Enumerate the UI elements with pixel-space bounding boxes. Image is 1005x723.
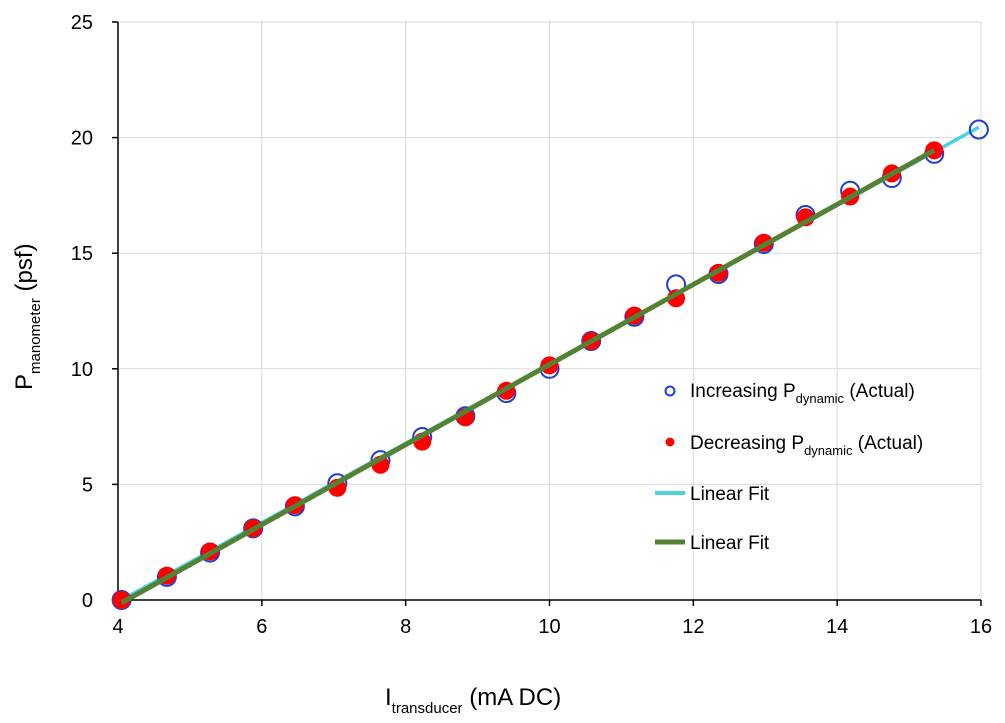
x-tick-labels: 4 6 8 10 12 14 16 xyxy=(112,600,992,638)
y-tick-label: 5 xyxy=(82,474,93,496)
x-tick-label: 6 xyxy=(256,616,267,638)
point-increasing xyxy=(968,119,989,140)
y-tick-labels: 0 5 10 15 20 25 xyxy=(71,12,118,612)
x-tick-label: 4 xyxy=(112,616,123,638)
legend-marker-open-circle xyxy=(664,385,676,397)
x-tick-label: 14 xyxy=(826,616,848,638)
legend-item-linear-fit-1: Linear Fit xyxy=(655,484,770,505)
x-tick-label: 8 xyxy=(400,616,411,638)
data-points xyxy=(111,119,989,610)
x-tick-label: 12 xyxy=(682,616,704,638)
x-tick-label: 16 xyxy=(970,616,992,638)
gridlines xyxy=(117,21,982,601)
x-axis-title: Itransducer (mA DC) xyxy=(385,684,561,717)
y-tick-label: 0 xyxy=(82,590,93,612)
x-tick-label: 10 xyxy=(538,616,560,638)
legend-marker-filled-circle xyxy=(665,437,675,447)
y-axis-title: Pmanometer (psf) xyxy=(11,243,44,390)
legend-label-decreasing: Decreasing Pdynamic (Actual) xyxy=(690,433,923,458)
legend-item-linear-fit-2: Linear Fit xyxy=(655,533,770,554)
y-tick-label: 15 xyxy=(71,243,93,265)
legend-label-increasing: Increasing Pdynamic (Actual) xyxy=(690,381,915,406)
legend-item-increasing: Increasing Pdynamic (Actual) xyxy=(664,381,915,406)
legend-label-linear-fit-1: Linear Fit xyxy=(690,484,770,505)
legend-item-decreasing: Decreasing Pdynamic (Actual) xyxy=(665,433,923,458)
legend: Increasing Pdynamic (Actual) Decreasing … xyxy=(655,381,923,554)
y-tick-label: 25 xyxy=(71,12,93,34)
legend-label-linear-fit-2: Linear Fit xyxy=(690,533,770,554)
y-tick-label: 20 xyxy=(71,128,93,150)
fit-line-green xyxy=(120,148,936,605)
y-tick-label: 10 xyxy=(71,359,93,381)
